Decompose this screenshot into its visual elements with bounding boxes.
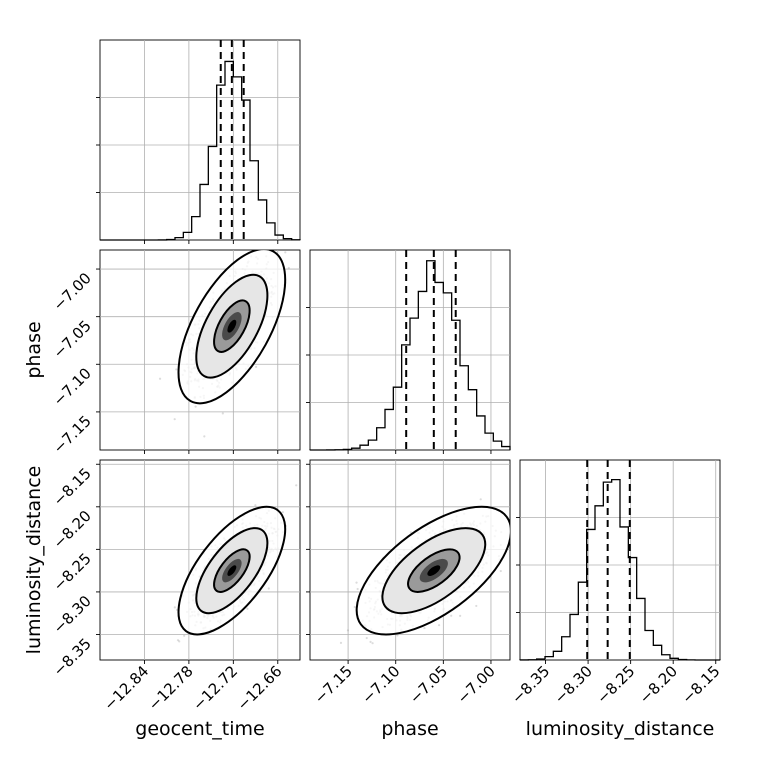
scatter-point <box>423 626 426 630</box>
scatter-point <box>176 639 180 642</box>
scatter-point <box>356 587 359 591</box>
scatter-point <box>437 624 441 627</box>
y-axis-label-luminosity-distance: luminosity_distance <box>23 466 45 655</box>
y-axis-label-phase: phase <box>23 321 45 378</box>
scatter-point <box>339 641 343 644</box>
x-tick-label: −7.10 <box>358 662 403 707</box>
x-tick-label: −12.72 <box>189 662 241 714</box>
scatter-point <box>221 412 224 415</box>
plot-layer: −8.35−8.30−8.25−8.20−8.15−7.15−7.10−7.05… <box>50 39 724 714</box>
x-tick-label: −8.25 <box>593 662 638 707</box>
contour-line <box>177 250 287 405</box>
scatter-point <box>369 640 372 643</box>
density-peak <box>427 565 441 576</box>
scatter-point <box>158 377 162 380</box>
y-tick-label: −7.15 <box>50 412 95 457</box>
density-group <box>158 229 290 438</box>
x-tick-label: −8.15 <box>678 662 723 707</box>
scatter-point <box>284 251 287 254</box>
density-peak <box>227 319 237 333</box>
hist-panel-luminosity_distance <box>519 459 721 661</box>
contour-line <box>213 299 251 353</box>
x-tick-label: −8.20 <box>636 662 681 707</box>
x-tick-label: −12.66 <box>234 662 286 714</box>
y-tick-label: −7.00 <box>50 269 95 314</box>
scatter-point <box>254 365 258 369</box>
contour-line <box>381 527 487 615</box>
contour-line <box>195 527 269 615</box>
density-peak <box>227 565 237 576</box>
scatter-point <box>203 435 206 438</box>
y-tick-label: −8.35 <box>50 635 95 680</box>
hist-panel-phase <box>309 249 511 451</box>
y-tick-label: −7.10 <box>50 364 95 409</box>
y-tick-label: −7.05 <box>50 317 95 362</box>
density-group <box>339 498 519 645</box>
scatter-point <box>353 605 356 609</box>
scatter-point <box>365 636 368 640</box>
x-tick-label: −8.35 <box>508 662 553 707</box>
y-tick-label: −8.20 <box>50 507 95 552</box>
histogram-luminosity_distance <box>519 478 721 661</box>
panel-geocent_time-luminosity_distance <box>99 459 301 661</box>
scatter-point <box>287 266 290 270</box>
contour-line <box>177 505 287 636</box>
scatter-point <box>475 604 478 608</box>
scatter-point <box>281 511 284 514</box>
panel-phase-luminosity_distance <box>309 459 511 661</box>
scatter-point <box>183 634 186 637</box>
x-axis-label-geocent-time: geocent_time <box>135 718 264 740</box>
x-axis-label-luminosity-distance: luminosity_distance <box>526 718 715 740</box>
scatter-point <box>246 607 249 610</box>
scatter-point <box>178 640 181 643</box>
scatter-point <box>459 614 462 617</box>
x-tick-label: −12.78 <box>145 662 197 714</box>
hist-panel-geocent_time <box>99 39 301 241</box>
scatter-point <box>194 405 197 408</box>
x-tick-label: −8.30 <box>551 662 596 707</box>
scatter-point <box>346 629 350 632</box>
y-tick-label: −8.15 <box>50 464 95 509</box>
density-group <box>173 484 298 643</box>
scatter-point <box>173 418 176 421</box>
contour-line <box>213 548 251 593</box>
histogram-geocent_time <box>100 60 301 241</box>
contour-line <box>407 548 461 593</box>
scatter-point <box>517 521 519 523</box>
scatter-point <box>396 634 399 637</box>
scatter-point <box>254 504 257 507</box>
scatter-point <box>173 606 176 609</box>
x-axis-label-phase: phase <box>381 718 438 740</box>
scatter-point <box>499 569 502 573</box>
scatter-point <box>295 484 298 487</box>
scatter-point <box>175 368 178 371</box>
y-tick-label: −8.25 <box>50 549 95 594</box>
contour-line <box>355 505 510 636</box>
x-tick-label: −7.00 <box>454 662 499 707</box>
contour-line <box>195 273 269 379</box>
scatter-point <box>450 614 453 617</box>
scatter-point <box>511 523 513 525</box>
y-tick-label: −8.30 <box>50 592 95 637</box>
scatter-point <box>479 498 482 501</box>
scatter-point <box>371 642 374 645</box>
scatter-point <box>260 229 262 231</box>
scatter-point <box>355 581 358 584</box>
scatter-point <box>409 531 413 534</box>
x-tick-label: −12.84 <box>100 662 152 714</box>
scatter-point <box>267 587 270 590</box>
panel-geocent_time-phase <box>99 249 301 451</box>
x-tick-label: −7.05 <box>406 662 451 707</box>
x-tick-label: −7.15 <box>311 662 356 707</box>
histogram-phase <box>309 260 511 451</box>
